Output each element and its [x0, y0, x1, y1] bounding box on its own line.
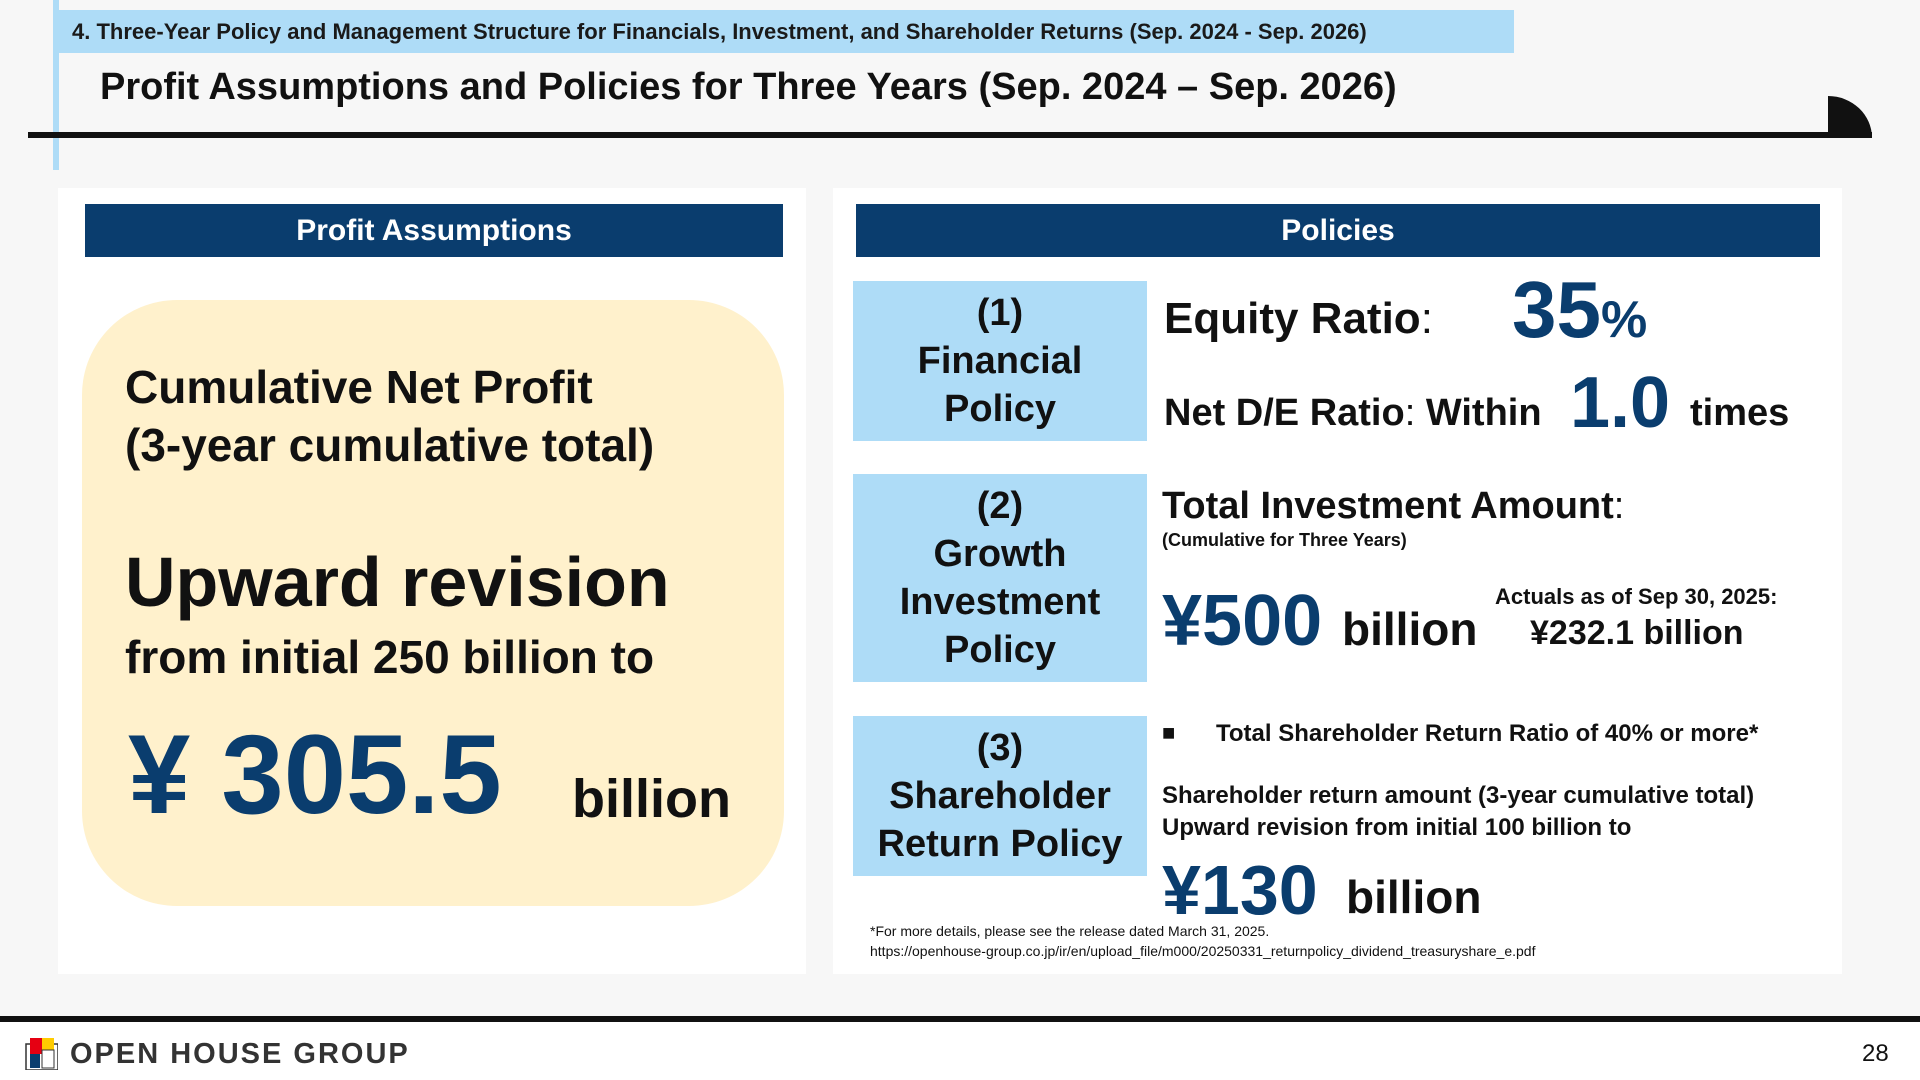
cumulative-three-years-note: (Cumulative for Three Years): [1162, 530, 1407, 550]
equity-ratio-label: Equity Ratio:: [1164, 294, 1433, 343]
footer: [0, 1022, 1920, 1080]
actuals-value: ¥232.1 billion: [1530, 614, 1744, 652]
quarter-circle-ornament: [1828, 96, 1872, 138]
header-accent-bar: [53, 0, 59, 170]
actuals-label: Actuals as of Sep 30, 2025:: [1495, 584, 1778, 609]
policies-heading: Policies: [856, 204, 1820, 257]
header-divider: [28, 132, 1872, 138]
footer-divider: [0, 1016, 1920, 1022]
investment-amount: ¥500: [1162, 581, 1323, 661]
shareholder-return-ratio: Total Shareholder Return Ratio of 40% or…: [1216, 720, 1759, 747]
open-house-logo-icon: [24, 1036, 59, 1071]
policy-label: Return Policy: [877, 823, 1123, 865]
net-de-ratio-label: Net D/E Ratio: Within: [1164, 392, 1542, 434]
policy-number: (1): [976, 292, 1024, 334]
policy-label: Growth: [933, 533, 1067, 575]
shareholder-return-revision-label: Upward revision from initial 100 billion…: [1162, 814, 1632, 841]
footnote-link[interactable]: https://openhouse-group.co.jp/ir/en/uplo…: [870, 943, 1536, 959]
shareholder-return-policy-box: (3) Shareholder Return Policy: [853, 716, 1147, 876]
profit-card: [82, 300, 784, 906]
investment-unit: billion: [1342, 603, 1478, 655]
policy-label: Financial: [917, 340, 1083, 382]
company-logo-text: OPEN HOUSE GROUP: [70, 1038, 410, 1070]
shareholder-return-unit: billion: [1346, 871, 1482, 923]
net-profit-amount: ¥ 305.5: [128, 712, 502, 837]
from-initial-text: from initial 250 billion to: [125, 631, 655, 683]
cumulative-net-profit-label: Cumulative Net Profit: [125, 361, 593, 413]
bullet-square-icon: ■: [1162, 720, 1176, 745]
shareholder-return-amount-label: Shareholder return amount (3-year cumula…: [1162, 782, 1755, 809]
policy-number: (3): [976, 727, 1024, 769]
net-de-ratio-value: 1.0: [1570, 363, 1671, 443]
upward-revision-text: Upward revision: [125, 543, 670, 621]
profit-assumptions-heading: Profit Assumptions: [85, 204, 783, 257]
total-investment-label: Total Investment Amount:: [1162, 485, 1625, 527]
net-profit-unit: billion: [572, 769, 731, 829]
net-de-ratio-unit: times: [1690, 392, 1790, 434]
policy-label: Policy: [944, 629, 1056, 671]
equity-ratio-value: 35%: [1512, 265, 1648, 354]
policy-label: Policy: [944, 388, 1056, 430]
section-title: 4. Three-Year Policy and Management Stru…: [72, 19, 1367, 44]
financial-policy-box: (1) Financial Policy: [853, 281, 1147, 441]
section-banner: [56, 10, 1514, 53]
page-number: 28: [1862, 1040, 1889, 1067]
policy-number: (2): [976, 485, 1024, 527]
page-title: Profit Assumptions and Policies for Thre…: [100, 66, 1397, 108]
growth-investment-policy-box: (2) Growth Investment Policy: [853, 474, 1147, 682]
footnote-release: *For more details, please see the releas…: [870, 923, 1270, 939]
policy-label: Shareholder: [889, 775, 1111, 817]
cumulative-total-label: (3-year cumulative total): [125, 419, 655, 471]
shareholder-return-amount: ¥130: [1162, 851, 1318, 929]
policy-label: Investment: [899, 581, 1101, 623]
